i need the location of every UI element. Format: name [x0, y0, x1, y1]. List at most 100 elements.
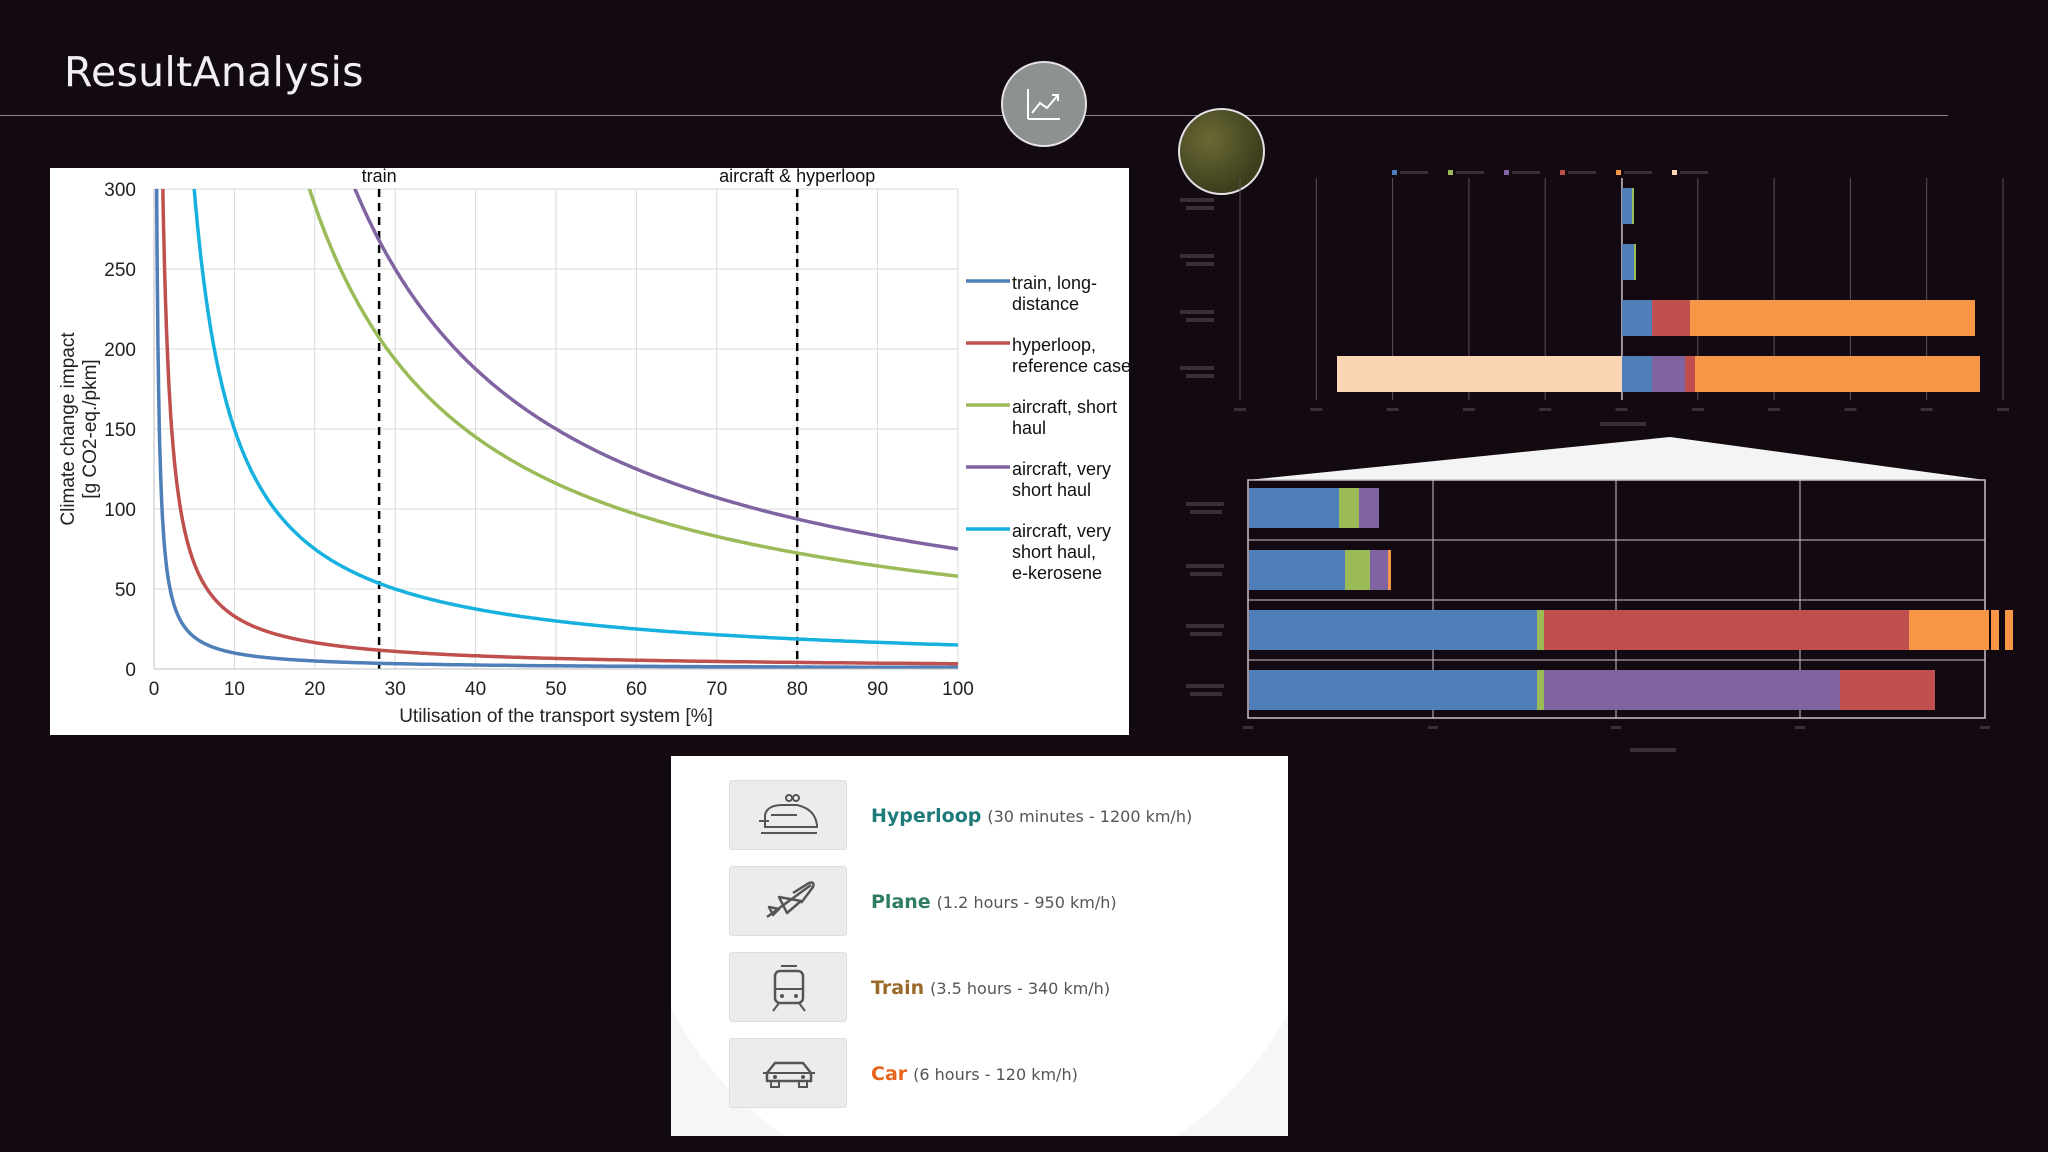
legend-label: hyperloop,	[1012, 335, 1096, 355]
mode-label-plane: Plane (1.2 hours - 950 km/h)	[871, 866, 1117, 939]
legend-text-placeholder	[1456, 171, 1484, 174]
series-line	[307, 189, 958, 578]
mode-label-hyperloop: Hyperloop (30 minutes - 1200 km/h)	[871, 780, 1192, 853]
overview-bar-segment	[1695, 356, 1980, 392]
line-chart-icon	[1027, 89, 1060, 120]
overview-bar-segment	[1622, 356, 1652, 392]
zoom-bar-segment	[1544, 610, 1909, 650]
overview-tick	[1462, 408, 1475, 411]
overview-row-label	[1180, 254, 1214, 258]
x-tick-label: 0	[149, 679, 160, 700]
chart-icon-button[interactable]	[1001, 61, 1087, 147]
x-tick-label: 10	[224, 679, 245, 700]
overview-row-label	[1186, 374, 1214, 378]
overview-tick	[1386, 408, 1399, 411]
overview-bar-segment	[1652, 300, 1690, 336]
zoom-bar-segment	[1370, 550, 1388, 590]
mode-detail-train: (3.5 hours - 340 km/h)	[930, 979, 1111, 998]
mode-name-hyperloop: Hyperloop	[871, 805, 982, 827]
zoom-bar-segment	[1249, 610, 1537, 650]
zoom-row-label	[1190, 632, 1222, 636]
y-tick-label: 150	[104, 420, 136, 441]
y-tick-label: 300	[104, 180, 136, 201]
zoom-bar-segment	[1359, 488, 1379, 528]
legend-label: short haul,	[1012, 542, 1096, 562]
series-line	[161, 189, 958, 666]
zoom-tick	[1795, 726, 1805, 729]
zoom-row-label	[1190, 572, 1222, 576]
overview-tick	[1310, 408, 1323, 411]
zoom-bar-segment	[1249, 488, 1339, 528]
legend-label: e-kerosene	[1012, 563, 1102, 583]
legend-dot	[1504, 170, 1509, 175]
x-tick-label: 70	[706, 679, 727, 700]
reference-label: aircraft & hyperloop	[719, 168, 875, 186]
legend-dot	[1560, 170, 1565, 175]
zoom-row-label	[1190, 510, 1222, 514]
series-line	[154, 189, 958, 669]
y-tick-label: 250	[104, 260, 136, 281]
legend-text-placeholder	[1680, 171, 1708, 174]
legend-label: aircraft, very	[1012, 459, 1111, 479]
mode-detail-hyperloop: (30 minutes - 1200 km/h)	[987, 807, 1193, 826]
legend-label: aircraft, short	[1012, 397, 1117, 417]
zoom-bar-segment	[1339, 488, 1359, 528]
overview-tick	[1768, 408, 1781, 411]
zoom-bar-segment	[1537, 610, 1544, 650]
x-tick-label: 90	[867, 679, 888, 700]
legend-dot	[1392, 170, 1397, 175]
stacked-bar-svg	[1180, 170, 2013, 752]
reference-lines: train aircraft & hyperloop	[362, 168, 875, 669]
x-tick-label: 30	[385, 679, 406, 700]
line-chart-svg: train aircraft & hyperloop 0 10 20 30 40 50 60 7…	[58, 168, 1129, 727]
overview-tick	[1844, 408, 1857, 411]
chart-legend: train, long-distance hyperloop,reference …	[966, 273, 1129, 583]
y-axis-label: Climate change impact	[58, 332, 79, 526]
mode-row-plane: Plane (1.2 hours - 950 km/h)	[729, 866, 1269, 938]
zoom-connector	[1248, 437, 1985, 480]
zoom-tick	[1980, 726, 1990, 729]
mode-row-hyperloop: Hyperloop (30 minutes - 1200 km/h)	[729, 780, 1269, 852]
legend-dot	[1616, 170, 1621, 175]
train-icon	[729, 952, 847, 1022]
mode-label-train: Train (3.5 hours - 340 km/h)	[871, 952, 1110, 1025]
y-tick-label: 200	[104, 340, 136, 361]
zoom-row-label	[1186, 624, 1224, 628]
zoom-bar-segment	[1388, 550, 1391, 590]
zoom-bar-segment	[1249, 550, 1345, 590]
decorative-disc	[1178, 108, 1265, 195]
utilisation-line-chart: train aircraft & hyperloop 0 10 20 30 40 50 60 7…	[50, 168, 1129, 735]
overview-row-label	[1180, 366, 1214, 370]
legend-label: short haul	[1012, 480, 1091, 500]
overview-row-label	[1180, 310, 1214, 314]
legend-label: haul	[1012, 418, 1046, 438]
overview-row-label	[1180, 198, 1214, 202]
plane-icon	[729, 866, 847, 936]
x-axis-label: Utilisation of the transport system [%]	[399, 706, 713, 727]
legend-text-placeholder	[1624, 171, 1652, 174]
overview-row-label	[1186, 262, 1214, 266]
zoom-row-label	[1190, 692, 1222, 696]
x-tick-label: 60	[626, 679, 647, 700]
hyperloop-icon	[729, 780, 847, 850]
overview-row-label	[1186, 318, 1214, 322]
legend-text-placeholder	[1400, 171, 1428, 174]
overview-bar-segment	[1337, 356, 1622, 392]
y-tick-label: 50	[115, 580, 136, 601]
zoom-axis-title	[1630, 748, 1676, 752]
zoom-bar-segment	[1840, 670, 1935, 710]
overflow-marker	[2005, 610, 2013, 650]
mode-name-plane: Plane	[871, 891, 931, 913]
zoom-tick	[1428, 726, 1438, 729]
zoom-bar-segment	[1249, 670, 1537, 710]
mode-detail-plane: (1.2 hours - 950 km/h)	[936, 893, 1117, 912]
zoom-row-label	[1186, 684, 1224, 688]
transport-modes-card: Hyperloop (30 minutes - 1200 km/h) Plane (…	[671, 756, 1288, 1136]
overview-tick	[1234, 408, 1246, 411]
legend-label: aircraft, very	[1012, 521, 1111, 541]
x-tick-label: 100	[942, 679, 974, 700]
overview-tick	[1920, 408, 1933, 411]
legend-dot	[1448, 170, 1453, 175]
stacked-bar-panel	[1160, 160, 2040, 770]
x-tick-label: 40	[465, 679, 486, 700]
